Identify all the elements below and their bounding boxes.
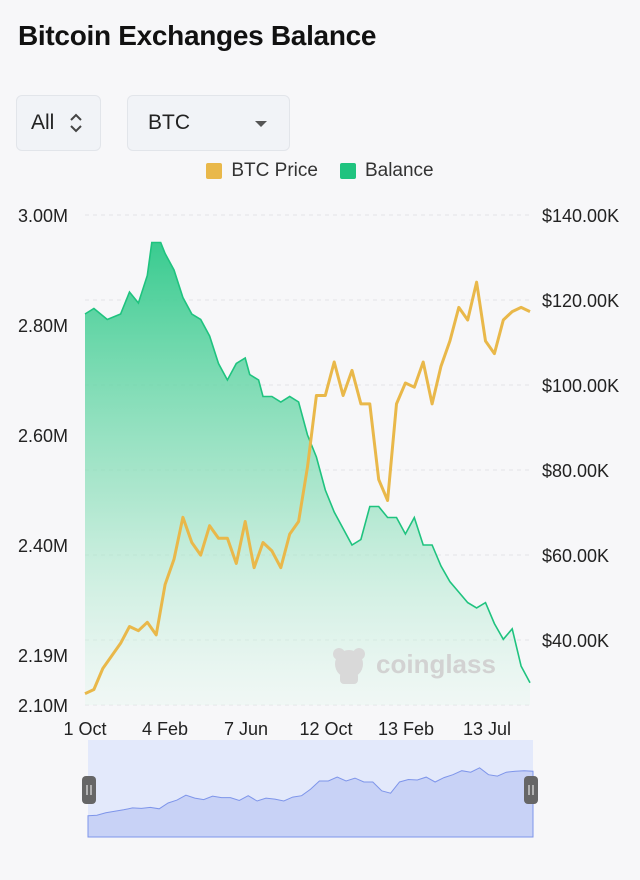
page-title: Bitcoin Exchanges Balance xyxy=(18,20,377,51)
x-tick-label: 13 Feb xyxy=(378,719,434,739)
watermark-text: coinglass xyxy=(376,649,496,679)
coinglass-logo-icon xyxy=(333,648,365,684)
y-left-tick-label: 2.60M xyxy=(18,426,68,446)
x-tick-label: 12 Oct xyxy=(299,719,352,739)
up-down-chevron-icon xyxy=(70,113,82,133)
series-line-balance xyxy=(84,241,531,684)
x-tick-label: 13 Jul xyxy=(463,719,511,739)
navigator-handle-right[interactable] xyxy=(524,776,538,804)
y-right-tick-label: $40.00K xyxy=(542,631,609,651)
legend-swatch-balance xyxy=(339,163,356,179)
y-right-tick-label: $100.00K xyxy=(542,376,619,396)
legend-label-balance: Balance xyxy=(364,160,434,181)
y-right-tick-label: $120.00K xyxy=(542,291,619,311)
legend-item-balance[interactable]: Balance xyxy=(339,160,434,182)
y-left-tick-label: 2.10M xyxy=(18,696,68,716)
chart-legend: BTC Price Balance xyxy=(0,160,640,182)
series-line-btc-price xyxy=(84,280,531,696)
legend-item-btc-price[interactable]: BTC Price xyxy=(206,160,318,182)
coin-select-value: BTC xyxy=(148,111,190,134)
y-left-tick-label: 3.00M xyxy=(18,206,68,226)
x-tick-label: 1 Oct xyxy=(63,719,106,739)
navigator-handle-left[interactable] xyxy=(82,776,96,804)
range-select-value: All xyxy=(31,111,55,134)
range-navigator[interactable] xyxy=(82,740,538,838)
x-tick-label: 7 Jun xyxy=(224,719,268,739)
y-right-tick-label: $60.00K xyxy=(542,546,609,566)
watermark: coinglass xyxy=(333,648,496,684)
y-left-tick-label: 2.40M xyxy=(18,536,68,556)
x-tick-label: 4 Feb xyxy=(142,719,188,739)
navigator-series xyxy=(87,767,534,838)
y-right-tick-label: $140.00K xyxy=(542,206,619,226)
range-select[interactable]: All xyxy=(16,95,101,151)
y-left-tick-label: 2.80M xyxy=(18,316,68,336)
coin-select[interactable]: BTC xyxy=(127,95,290,151)
legend-swatch-btc-price xyxy=(206,163,223,179)
y-right-tick-label: $80.00K xyxy=(542,461,609,481)
y-left-tick-label: 2.19M xyxy=(18,646,68,666)
caret-down-icon xyxy=(255,121,267,127)
legend-label-btc-price: BTC Price xyxy=(231,160,318,181)
